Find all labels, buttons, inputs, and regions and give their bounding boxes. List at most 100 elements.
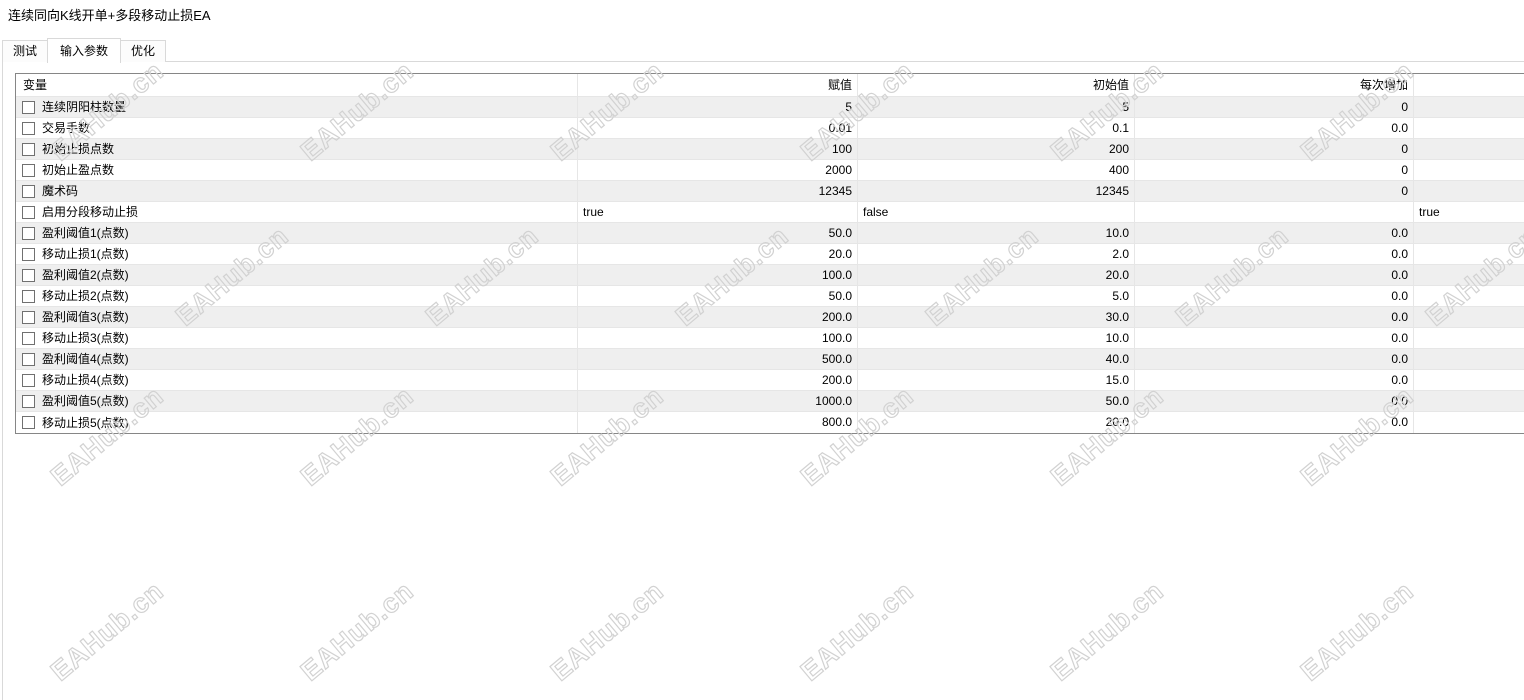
param-value-cell[interactable]: 50.0 xyxy=(578,286,858,307)
param-start-cell[interactable]: 0.1 xyxy=(858,118,1135,139)
param-value-cell[interactable]: 100.0 xyxy=(578,328,858,349)
param-start-cell[interactable]: 10.0 xyxy=(858,328,1135,349)
param-step-cell[interactable]: 0.0 xyxy=(1135,349,1414,370)
param-value-cell[interactable]: 200.0 xyxy=(578,307,858,328)
param-row[interactable]: 移动止损1(点数) 20.0 2.0 0.0 xyxy=(16,244,1524,265)
param-stop-cell[interactable] xyxy=(1414,391,1524,412)
param-step-cell[interactable]: 0.0 xyxy=(1135,370,1414,391)
param-step-cell[interactable]: 0 xyxy=(1135,181,1414,202)
param-value-cell[interactable]: 1000.0 xyxy=(578,391,858,412)
param-stop-cell[interactable]: true xyxy=(1414,202,1524,223)
param-value-cell[interactable]: 500.0 xyxy=(578,349,858,370)
param-row[interactable]: 盈利阈值5(点数) 1000.0 50.0 0.0 xyxy=(16,391,1524,412)
param-start-cell[interactable]: false xyxy=(858,202,1135,223)
param-value-cell[interactable]: 100 xyxy=(578,139,858,160)
param-checkbox[interactable] xyxy=(22,142,35,156)
param-value-cell[interactable]: 100.0 xyxy=(578,265,858,286)
param-step-cell[interactable]: 0.0 xyxy=(1135,412,1414,433)
param-checkbox[interactable] xyxy=(22,163,35,177)
param-row[interactable]: 盈利阈值1(点数) 50.0 10.0 0.0 xyxy=(16,223,1524,244)
param-stop-cell[interactable] xyxy=(1414,160,1524,181)
param-start-cell[interactable]: 20.0 xyxy=(858,412,1135,433)
param-value-cell[interactable]: 12345 xyxy=(578,181,858,202)
param-step-cell[interactable]: 0.0 xyxy=(1135,265,1414,286)
param-value-cell[interactable]: true xyxy=(578,202,858,223)
param-checkbox[interactable] xyxy=(22,121,35,135)
param-start-cell[interactable]: 5.0 xyxy=(858,286,1135,307)
param-row[interactable]: 启用分段移动止损 true false true xyxy=(16,202,1524,223)
param-row[interactable]: 移动止损3(点数) 100.0 10.0 0.0 xyxy=(16,328,1524,349)
param-start-cell[interactable]: 40.0 xyxy=(858,349,1135,370)
param-checkbox[interactable] xyxy=(22,394,35,408)
param-step-cell[interactable]: 0.0 xyxy=(1135,328,1414,349)
param-step-cell[interactable]: 0.0 xyxy=(1135,307,1414,328)
param-checkbox[interactable] xyxy=(22,416,35,429)
param-stop-cell[interactable] xyxy=(1414,181,1524,202)
tab-optimization[interactable]: 优化 xyxy=(120,40,167,62)
param-start-cell[interactable]: 10.0 xyxy=(858,223,1135,244)
param-checkbox[interactable] xyxy=(22,331,35,345)
param-row[interactable]: 交易手数 0.01 0.1 0.0 xyxy=(16,118,1524,139)
param-checkbox[interactable] xyxy=(22,184,35,198)
param-start-cell[interactable]: 50.0 xyxy=(858,391,1135,412)
param-stop-cell[interactable] xyxy=(1414,286,1524,307)
param-checkbox[interactable] xyxy=(22,247,35,261)
param-step-cell[interactable]: 0 xyxy=(1135,97,1414,118)
param-row[interactable]: 魔术码 12345 12345 0 xyxy=(16,181,1524,202)
param-value-cell[interactable]: 800.0 xyxy=(578,412,858,433)
param-stop-cell[interactable] xyxy=(1414,412,1524,433)
param-row[interactable]: 移动止损2(点数) 50.0 5.0 0.0 xyxy=(16,286,1524,307)
param-row[interactable]: 盈利阈值2(点数) 100.0 20.0 0.0 xyxy=(16,265,1524,286)
param-start-cell[interactable]: 400 xyxy=(858,160,1135,181)
param-row[interactable]: 初始止损点数 100 200 0 xyxy=(16,139,1524,160)
param-checkbox[interactable] xyxy=(22,226,35,240)
param-value-cell[interactable]: 2000 xyxy=(578,160,858,181)
param-checkbox[interactable] xyxy=(22,352,35,366)
param-start-cell[interactable]: 30.0 xyxy=(858,307,1135,328)
param-start-cell[interactable]: 5 xyxy=(858,97,1135,118)
param-row[interactable]: 连续阴阳柱数量 5 5 0 xyxy=(16,97,1524,118)
param-stop-cell[interactable] xyxy=(1414,97,1524,118)
tab-test[interactable]: 测试 xyxy=(2,40,49,62)
tab-input-parameters[interactable]: 输入参数 xyxy=(47,38,122,63)
param-step-cell[interactable]: 0.0 xyxy=(1135,223,1414,244)
param-row[interactable]: 移动止损4(点数) 200.0 15.0 0.0 xyxy=(16,370,1524,391)
param-stop-cell[interactable] xyxy=(1414,118,1524,139)
param-value-cell[interactable]: 50.0 xyxy=(578,223,858,244)
param-row[interactable]: 盈利阈值4(点数) 500.0 40.0 0.0 xyxy=(16,349,1524,370)
param-checkbox[interactable] xyxy=(22,289,35,303)
param-step-cell[interactable]: 0 xyxy=(1135,160,1414,181)
param-stop-cell[interactable] xyxy=(1414,307,1524,328)
param-value-cell[interactable]: 5 xyxy=(578,97,858,118)
param-stop-cell[interactable] xyxy=(1414,370,1524,391)
param-stop-cell[interactable] xyxy=(1414,265,1524,286)
param-start-cell[interactable]: 2.0 xyxy=(858,244,1135,265)
param-row[interactable]: 初始止盈点数 2000 400 0 xyxy=(16,160,1524,181)
param-checkbox[interactable] xyxy=(22,373,35,387)
param-stop-cell[interactable] xyxy=(1414,139,1524,160)
param-checkbox[interactable] xyxy=(22,100,35,114)
param-checkbox[interactable] xyxy=(22,268,35,282)
param-stop-cell[interactable] xyxy=(1414,349,1524,370)
param-step-cell[interactable]: 0.0 xyxy=(1135,286,1414,307)
param-start-cell[interactable]: 15.0 xyxy=(858,370,1135,391)
param-step-cell[interactable] xyxy=(1135,202,1414,223)
param-stop-cell[interactable] xyxy=(1414,223,1524,244)
param-name: 初始止盈点数 xyxy=(42,163,115,177)
param-value-cell[interactable]: 20.0 xyxy=(578,244,858,265)
param-stop-cell[interactable] xyxy=(1414,328,1524,349)
param-value-cell[interactable]: 0.01 xyxy=(578,118,858,139)
param-start-cell[interactable]: 20.0 xyxy=(858,265,1135,286)
param-value-cell[interactable]: 200.0 xyxy=(578,370,858,391)
param-step-cell[interactable]: 0.0 xyxy=(1135,391,1414,412)
param-step-cell[interactable]: 0.0 xyxy=(1135,118,1414,139)
param-start-cell[interactable]: 12345 xyxy=(858,181,1135,202)
param-step-cell[interactable]: 0.0 xyxy=(1135,244,1414,265)
param-row[interactable]: 移动止损5(点数) 800.0 20.0 0.0 xyxy=(16,412,1524,433)
param-checkbox[interactable] xyxy=(22,310,35,324)
param-step-cell[interactable]: 0 xyxy=(1135,139,1414,160)
param-row[interactable]: 盈利阈值3(点数) 200.0 30.0 0.0 xyxy=(16,307,1524,328)
param-start-cell[interactable]: 200 xyxy=(858,139,1135,160)
param-checkbox[interactable] xyxy=(22,205,35,219)
param-stop-cell[interactable] xyxy=(1414,244,1524,265)
